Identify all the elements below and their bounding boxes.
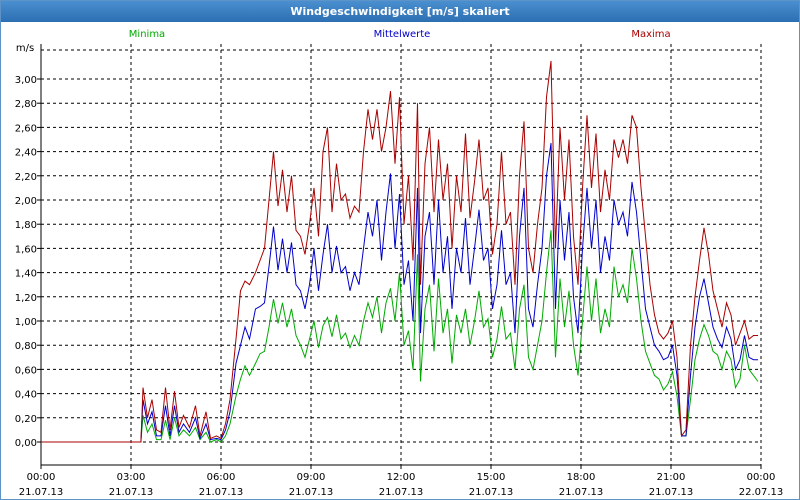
y-tick-label: 2,60 bbox=[15, 123, 37, 134]
x-tick-label-date: 22.07.13 bbox=[739, 487, 784, 498]
series-line-maxima bbox=[41, 60, 758, 443]
y-tick-label: 1,20 bbox=[15, 293, 37, 304]
x-tick-label-time: 21:00 bbox=[657, 472, 686, 483]
y-tick-label: 0,80 bbox=[15, 341, 37, 352]
y-tick-label: 0,60 bbox=[15, 365, 37, 376]
x-tick-label-date: 21.07.13 bbox=[199, 487, 244, 498]
x-tick-label-time: 18:00 bbox=[567, 472, 596, 483]
x-tick-label-time: 00:00 bbox=[27, 472, 56, 483]
series-line-mittelwerte bbox=[41, 143, 758, 443]
x-tick-label-time: 03:00 bbox=[117, 472, 146, 483]
x-tick-label-date: 21.07.13 bbox=[469, 487, 514, 498]
y-tick-label: 1,40 bbox=[15, 269, 37, 280]
legend-minima: Minima bbox=[129, 29, 165, 40]
y-tick-label: 0,20 bbox=[15, 414, 37, 425]
y-tick-label: 2,40 bbox=[15, 148, 37, 159]
y-tick-label: 1,80 bbox=[15, 220, 37, 231]
x-tick-label-time: 12:00 bbox=[387, 472, 416, 483]
x-tick-label-time: 06:00 bbox=[207, 472, 236, 483]
y-tick-label: 0,00 bbox=[15, 438, 37, 449]
x-tick-label-date: 21.07.13 bbox=[19, 487, 64, 498]
y-tick-label: 2,00 bbox=[15, 196, 37, 207]
y-axis-unit: m/s bbox=[16, 43, 34, 54]
legend-mittelwerte: Mittelwerte bbox=[374, 29, 431, 40]
y-tick-label: 2,20 bbox=[15, 172, 37, 183]
y-tick-label: 1,00 bbox=[15, 317, 37, 328]
y-tick-label: 3,00 bbox=[15, 75, 37, 86]
x-tick-label-date: 21.07.13 bbox=[109, 487, 154, 498]
x-tick-label-date: 21.07.13 bbox=[649, 487, 694, 498]
x-tick-label-date: 21.07.13 bbox=[379, 487, 424, 498]
y-tick-label: 2,80 bbox=[15, 99, 37, 110]
x-tick-label-date: 21.07.13 bbox=[289, 487, 334, 498]
y-tick-label: 0,40 bbox=[15, 390, 37, 401]
legend-maxima: Maxima bbox=[631, 29, 670, 40]
x-tick-label-time: 15:00 bbox=[477, 472, 506, 483]
x-tick-label-time: 09:00 bbox=[297, 472, 326, 483]
chart-title: Windgeschwindigkeit [m/s] skaliert bbox=[1, 1, 799, 22]
series-line-minima bbox=[41, 230, 759, 443]
x-tick-label-date: 21.07.13 bbox=[559, 487, 604, 498]
x-tick-label-time: 00:00 bbox=[747, 472, 776, 483]
y-tick-label: 1,60 bbox=[15, 244, 37, 255]
